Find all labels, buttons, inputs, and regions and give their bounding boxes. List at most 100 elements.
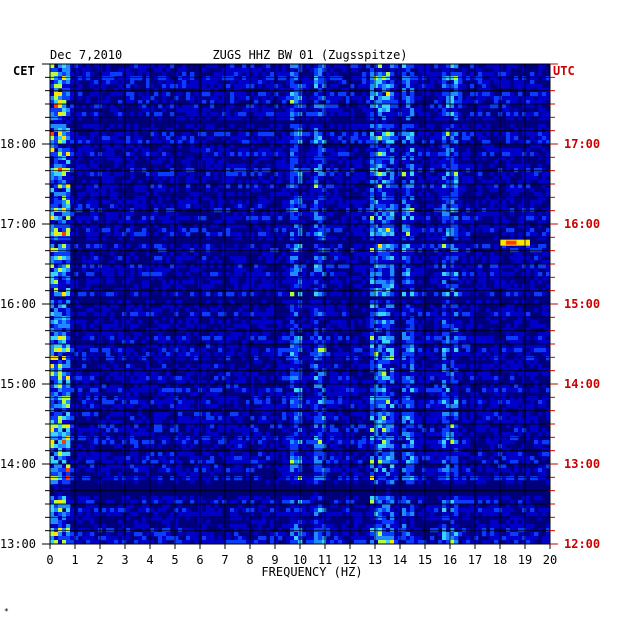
spectrogram-cell [262,100,267,105]
spectrogram-cell [50,196,55,201]
spectrogram-cell [354,232,359,237]
spectrogram-cell [214,224,219,229]
spectrogram-cell [114,112,119,117]
spectrogram-cell [334,152,339,157]
spectrogram-cell [254,132,259,137]
spectrogram-cell [454,144,459,149]
spectrogram-cell [470,84,475,89]
spectrogram-cell [318,228,323,233]
spectrogram-cell [530,172,535,177]
spectrogram-cell [318,232,323,237]
spectrogram-cell [230,76,235,81]
spectrogram-cell [158,196,163,201]
spectrogram-cell [194,140,199,145]
spectrogram-cell [394,100,399,105]
spectrogram-cell [118,332,123,337]
spectrogram-cell [222,312,227,317]
spectrogram-cell [434,308,439,313]
spectrogram-cell [386,180,391,185]
spectrogram-cell [522,332,527,337]
spectrogram-cell [118,244,123,249]
spectrogram-cell [482,208,487,213]
spectrogram-cell [466,208,471,213]
spectrogram-cell [506,184,511,189]
spectrogram-cell [382,76,387,81]
spectrogram-cell [162,336,167,341]
spectrogram-cell [282,132,287,137]
spectrogram-cell [154,136,159,141]
spectrogram-cell [82,264,87,269]
spectrogram-cell [310,128,315,133]
spectrogram-cell [430,340,435,345]
spectrogram-cell [74,284,79,289]
spectrogram-cell [410,344,415,349]
spectrogram-cell [270,80,275,85]
spectrogram-cell [450,268,455,273]
spectrogram-cell [390,96,395,101]
spectrogram-cell [518,184,523,189]
spectrogram-cell [454,136,459,141]
spectrogram-cell [422,80,427,85]
spectrogram-cell [142,200,147,205]
spectrogram-cell [270,256,275,261]
spectrogram-cell [210,316,215,321]
spectrogram-cell [54,176,59,181]
spectrogram-cell [290,100,295,105]
spectrogram-cell [446,100,451,105]
spectrogram-cell [246,96,251,101]
spectrogram-cell [546,96,551,101]
spectrogram-cell [342,264,347,269]
spectrogram-cell [442,92,447,97]
spectrogram-cell [254,96,259,101]
spectrogram-cell [314,336,319,341]
spectrogram-cell [410,244,415,249]
spectrogram-cell [490,212,495,217]
spectrogram-cell [118,156,123,161]
spectrogram-cell [66,84,71,89]
spectrogram-cell [110,216,115,221]
spectrogram-cell [522,208,527,213]
spectrogram-cell [338,160,343,165]
spectrogram-cell [418,164,423,169]
spectrogram-cell [126,144,131,149]
spectrogram-cell [374,160,379,165]
spectrogram-cell [242,212,247,217]
spectrogram-cell [462,252,467,257]
spectrogram-cell [546,332,551,337]
spectrogram-cell [542,100,547,105]
spectrogram-cell [242,208,247,213]
spectrogram-cell [346,232,351,237]
spectrogram-cell [326,192,331,197]
spectrogram-cell [186,160,191,165]
spectrogram-cell [406,140,411,145]
spectrogram-cell [238,324,243,329]
spectrogram-cell [494,256,499,261]
spectrogram-cell [214,132,219,137]
spectrogram-cell [394,228,399,233]
spectrogram-cell [466,292,471,297]
spectrogram-cell [110,268,115,273]
spectrogram-cell [378,156,383,161]
spectrogram-cell [518,288,523,293]
spectrogram-cell [246,232,251,237]
spectrogram-cell [422,256,427,261]
spectrogram-cell [446,164,451,169]
spectrogram-cell [162,272,167,277]
spectrogram-cell [378,324,383,329]
spectrogram-cell [346,168,351,173]
spectrogram-cell [490,96,495,101]
spectrogram-cell [50,188,55,193]
spectrogram-cell [290,348,295,353]
spectrogram-cell [438,92,443,97]
spectrogram-cell [58,164,63,169]
spectrogram-cell [386,80,391,85]
spectrogram-cell [302,204,307,209]
spectrogram-cell [338,184,343,189]
spectrogram-cell [422,128,427,133]
spectrogram-cell [502,220,507,225]
spectrogram-cell [250,168,255,173]
spectrogram-cell [418,180,423,185]
spectrogram-cell [218,344,223,349]
spectrogram-cell [90,196,95,201]
spectrogram-cell [478,80,483,85]
